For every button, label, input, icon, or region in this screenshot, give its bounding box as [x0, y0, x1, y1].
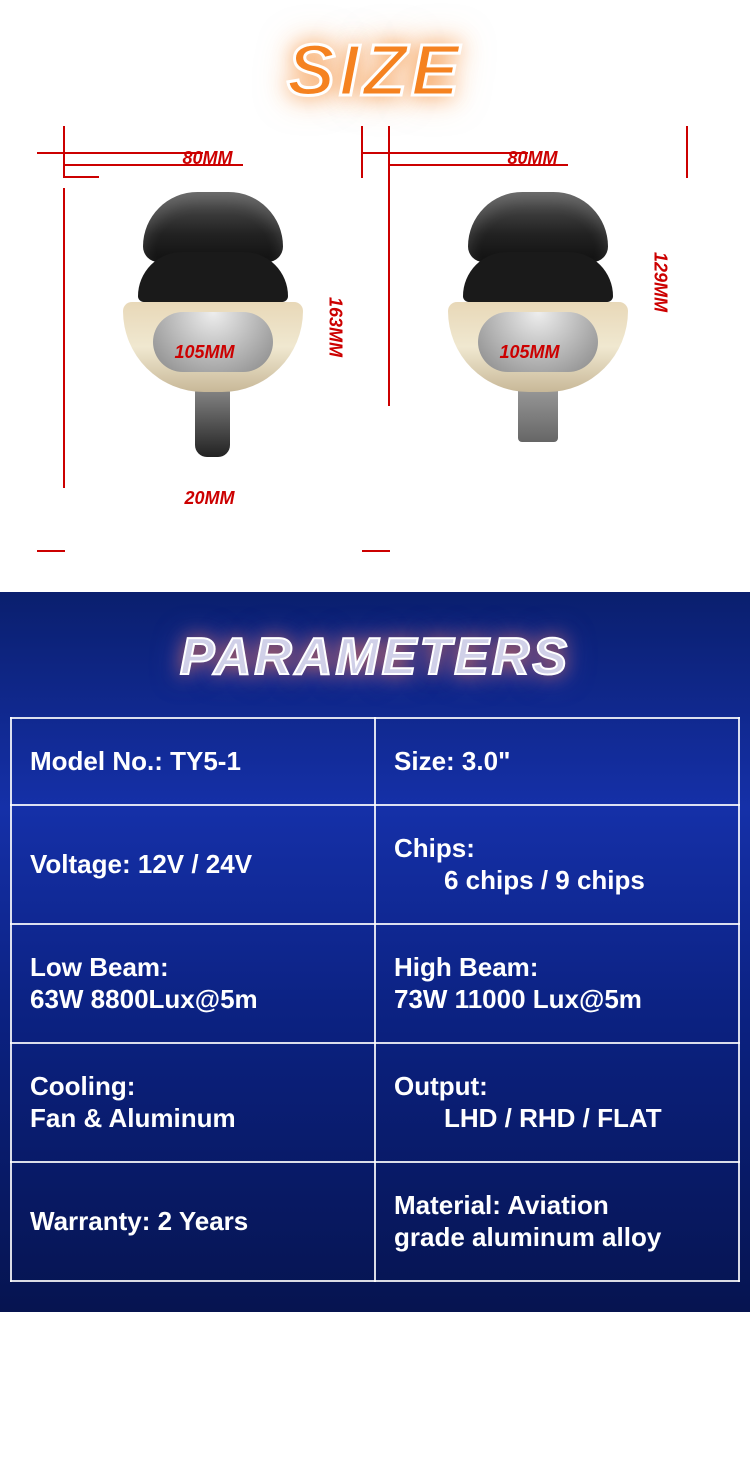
cell-voltage: Voltage: 12V / 24V: [11, 805, 375, 924]
size-diagrams: 80MM 105MM 20MM 163MM 80MM: [20, 152, 730, 552]
dim-line: [63, 152, 203, 164]
cell-highbeam: High Beam: 73W 11000 Lux@5m: [375, 924, 739, 1043]
dim-label-stem: 20MM: [185, 488, 235, 509]
diagram-view1: 80MM 105MM 20MM 163MM: [63, 152, 363, 552]
size-title: SIZE: [20, 30, 730, 112]
cell-model: Model No.: TY5-1: [11, 718, 375, 805]
cell-chips: Chips: 6 chips / 9 chips: [375, 805, 739, 924]
dim-label-height: 129MM: [650, 252, 671, 312]
parameters-section: PARAMETERS Model No.: TY5-1 Size: 3.0" V…: [0, 592, 750, 1312]
dim-label-top: 80MM: [183, 148, 233, 169]
cell-lowbeam: Low Beam: 63W 8800Lux@5m: [11, 924, 375, 1043]
cell-size: Size: 3.0": [375, 718, 739, 805]
table-row: Cooling: Fan & Aluminum Output: LHD / RH…: [11, 1043, 739, 1162]
parameters-table: Model No.: TY5-1 Size: 3.0" Voltage: 12V…: [10, 717, 740, 1282]
cell-warranty: Warranty: 2 Years: [11, 1162, 375, 1281]
cell-material: Material: Aviation grade aluminum alloy: [375, 1162, 739, 1281]
diagram-view2: 80MM 105MM 129MM: [388, 152, 688, 552]
table-row: Voltage: 12V / 24V Chips: 6 chips / 9 ch…: [11, 805, 739, 924]
dim-label-mid: 105MM: [175, 342, 235, 363]
cell-output: Output: LHD / RHD / FLAT: [375, 1043, 739, 1162]
dim-line: [63, 176, 99, 188]
dim-label-top: 80MM: [508, 148, 558, 169]
dim-label-height: 163MM: [325, 297, 346, 357]
table-row: Low Beam: 63W 8800Lux@5m High Beam: 73W …: [11, 924, 739, 1043]
dim-line: [63, 188, 75, 488]
dim-label-mid: 105MM: [500, 342, 560, 363]
dim-line: [388, 152, 528, 164]
table-row: Model No.: TY5-1 Size: 3.0": [11, 718, 739, 805]
cell-cooling: Cooling: Fan & Aluminum: [11, 1043, 375, 1162]
table-row: Warranty: 2 Years Material: Aviation gra…: [11, 1162, 739, 1281]
projector-shape: [123, 192, 303, 457]
dim-line: [388, 176, 400, 406]
size-section: SIZE 80MM 105MM 20MM 163MM: [0, 0, 750, 592]
projector-shape: [448, 192, 628, 442]
parameters-title: PARAMETERS: [10, 627, 740, 687]
